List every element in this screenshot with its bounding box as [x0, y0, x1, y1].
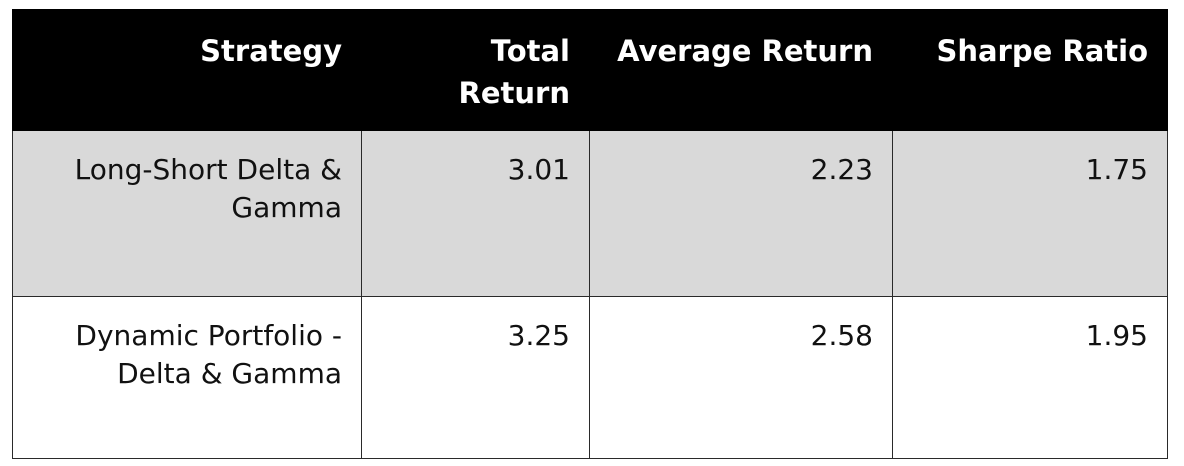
- cell-total-return: 3.25: [361, 296, 590, 459]
- strategy-performance-table: Strategy Total Return Average Return Sha…: [12, 9, 1168, 459]
- table-body: Long-Short Delta & Gamma 3.01 2.23 1.75 …: [12, 130, 1168, 459]
- cell-strategy: Dynamic Portfolio - Delta & Gamma: [12, 296, 362, 459]
- data-table-container: Strategy Total Return Average Return Sha…: [12, 9, 1168, 459]
- header-total-return: Total Return: [361, 9, 590, 131]
- cell-sharpe-ratio: 1.75: [892, 130, 1168, 297]
- header-row: Strategy Total Return Average Return Sha…: [12, 9, 1168, 131]
- cell-average-return: 2.23: [589, 130, 893, 297]
- cell-sharpe-ratio: 1.95: [892, 296, 1168, 459]
- table-header: Strategy Total Return Average Return Sha…: [12, 9, 1168, 131]
- header-average-return: Average Return: [589, 9, 893, 131]
- table-row: Long-Short Delta & Gamma 3.01 2.23 1.75: [12, 130, 1168, 297]
- cell-average-return: 2.58: [589, 296, 893, 459]
- header-strategy: Strategy: [12, 9, 362, 131]
- cell-strategy: Long-Short Delta & Gamma: [12, 130, 362, 297]
- cell-total-return: 3.01: [361, 130, 590, 297]
- header-sharpe-ratio: Sharpe Ratio: [892, 9, 1168, 131]
- table-row: Dynamic Portfolio - Delta & Gamma 3.25 2…: [12, 296, 1168, 459]
